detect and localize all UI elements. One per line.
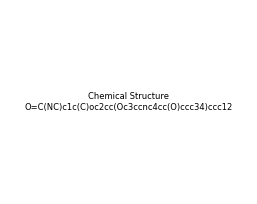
Text: Chemical Structure
O=C(NC)c1c(C)oc2cc(Oc3ccnc4cc(O)ccc34)ccc12: Chemical Structure O=C(NC)c1c(C)oc2cc(Oc… [24, 92, 233, 112]
